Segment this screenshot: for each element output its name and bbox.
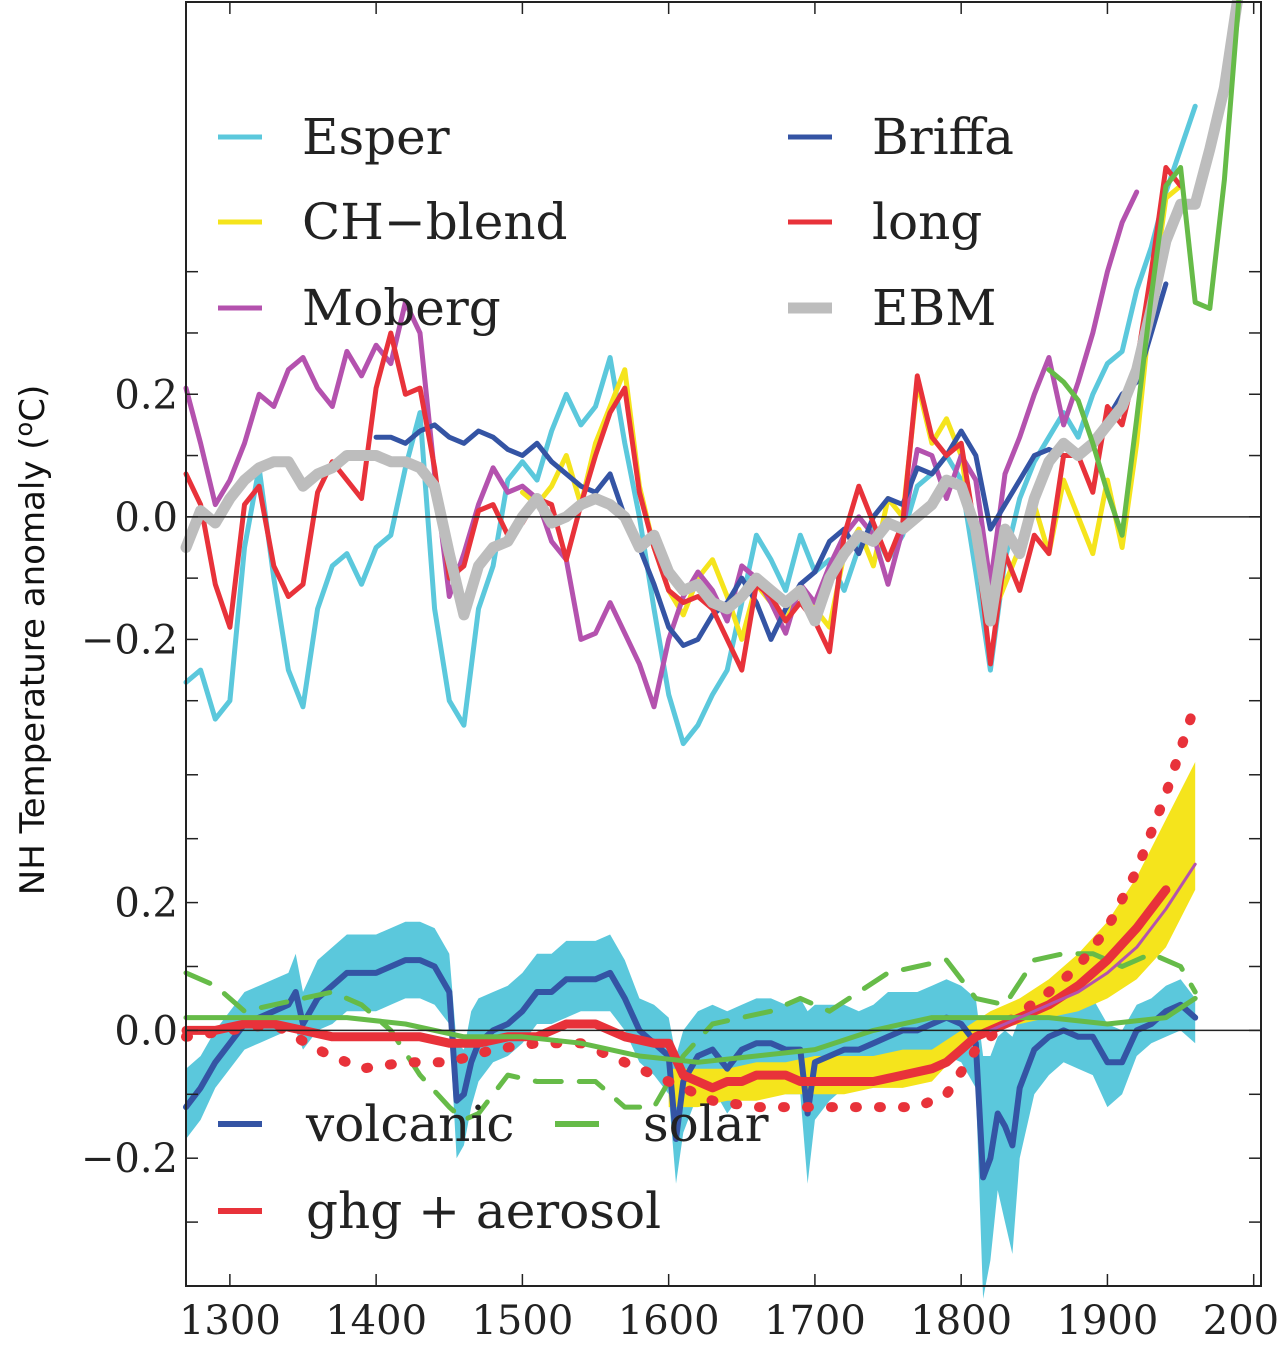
x-tick-label-1800: 1800 (910, 1298, 1012, 1344)
series-line-volcanic (183, 957, 1199, 1181)
legend-label-volcanic: volcanic (305, 1095, 514, 1153)
legend-label-ch-blend: CH−blend (302, 193, 568, 251)
band-1-1 (668, 762, 1196, 1108)
legend-label-ebm: EBM (872, 279, 996, 337)
series-line-ebm (180, 0, 1244, 627)
series-line-esper (183, 103, 1198, 747)
series-line-ghg-aerosol (181, 885, 1171, 1093)
series-line-aux-0-6 (1046, 0, 1242, 538)
top-panel-series (180, 0, 1244, 747)
y-tick-label-1-2: −0.2 (81, 1136, 178, 1182)
y-tick-label-1-0: 0.2 (114, 881, 178, 927)
x-tick-label-1300: 1300 (179, 1298, 281, 1344)
x-tick-label-1600: 1600 (618, 1298, 720, 1344)
x-tick-label-1400: 1400 (325, 1298, 427, 1344)
legend: Esper CH−blend Moberg Briffa long EBM volcanic… (218, 108, 1014, 1240)
legend-label-long: long (872, 193, 982, 251)
y-tick-label-0-1: 0.0 (114, 495, 178, 541)
series-line-moberg (183, 189, 1140, 710)
legend-label-moberg: Moberg (302, 279, 501, 337)
series-line-solar (183, 951, 1198, 1123)
legend-label-solar: solar (643, 1095, 769, 1153)
plot-frame (185, 1, 1262, 1287)
x-tick-label-1500: 1500 (471, 1298, 573, 1344)
y-tick-label-1-1: 0.0 (114, 1008, 178, 1054)
axes: 0.2 0.0 −0.2 0.2 0.0 −0.2 1300 1400 1500 1600 1700… (81, 1, 1280, 1344)
series-line-long (183, 165, 1184, 673)
x-tick-label-1900: 1900 (1057, 1298, 1159, 1344)
x-tick-label-2000: 2000 (1203, 1298, 1280, 1344)
series-line-aux-1-5 (988, 862, 1197, 1032)
legend-label-briffa: Briffa (872, 108, 1014, 166)
series-line-briffa (373, 281, 1169, 648)
y-axis-label: NH Temperature anomaly (oC) (10, 385, 53, 895)
series-line-aux-1-3 (181, 699, 1201, 1113)
legend-label-ghg-aerosol: ghg + aerosol (306, 1182, 661, 1240)
legend-label-esper: Esper (302, 108, 450, 166)
bottom-panel-series (181, 699, 1201, 1181)
x-tick-label-1700: 1700 (764, 1298, 866, 1344)
y-tick-label-0-0: 0.2 (114, 372, 178, 418)
series-line-aux-1-4 (183, 995, 1198, 1065)
y-tick-label-0-2: −0.2 (81, 617, 178, 663)
